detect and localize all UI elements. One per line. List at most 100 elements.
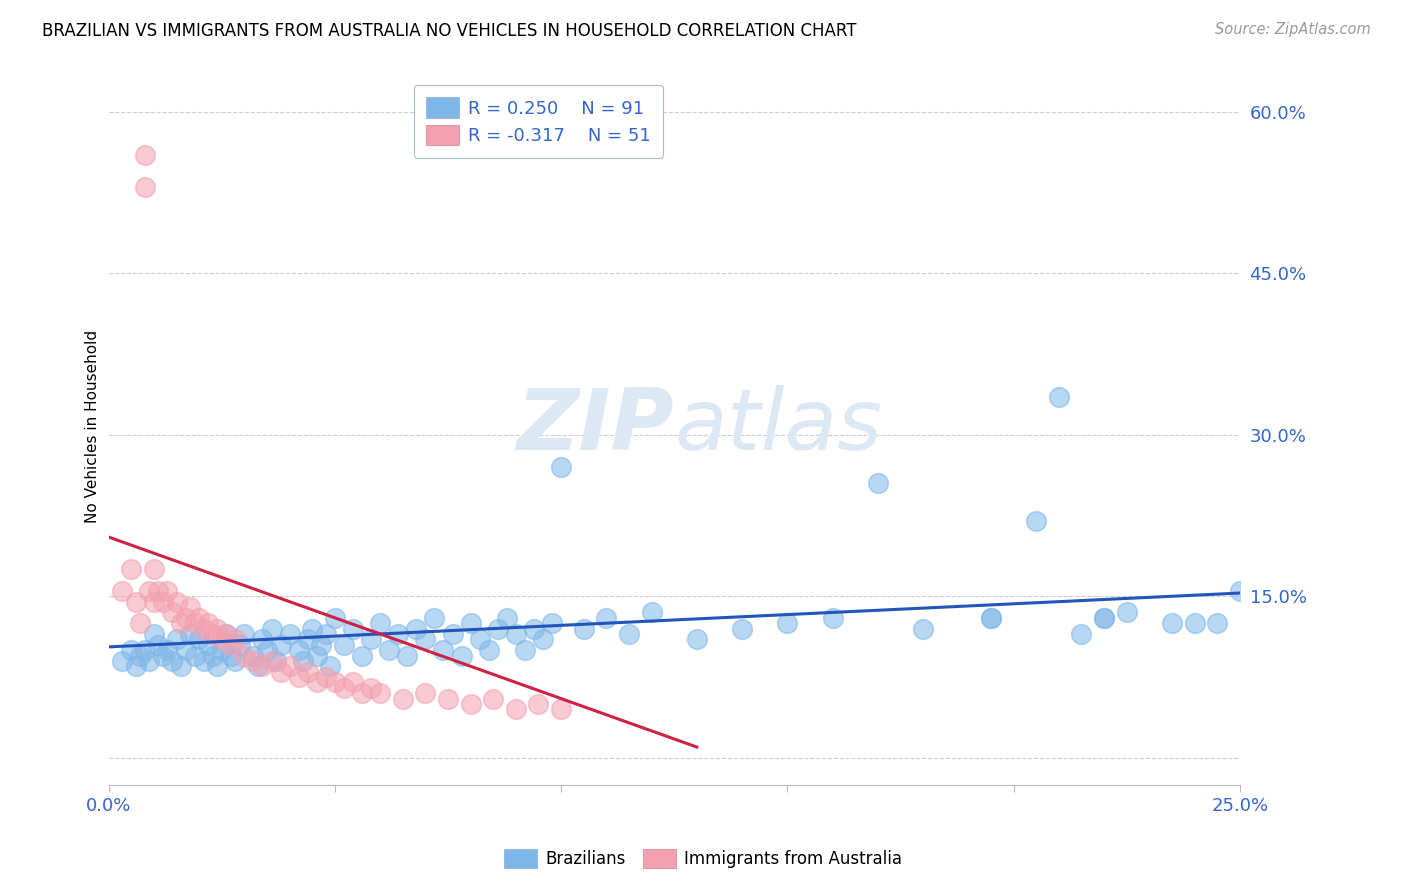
Point [174, 643, 197, 657]
Point [450, 648, 472, 663]
Point [179, 600, 201, 615]
Point [640, 606, 662, 620]
Point [160, 654, 183, 668]
Point [323, 675, 346, 690]
Point [138, 654, 160, 668]
Point [156, 583, 179, 598]
Point [980, 611, 1002, 625]
Point [1070, 627, 1092, 641]
Text: BRAZILIAN VS IMMIGRANTS FROM AUSTRALIA NO VEHICLES IN HOUSEHOLD CORRELATION CHAR: BRAZILIAN VS IMMIGRANTS FROM AUSTRALIA N… [42, 22, 856, 40]
Point [731, 622, 754, 636]
Point [342, 622, 364, 636]
Point [111, 583, 134, 598]
Point [156, 643, 179, 657]
Point [912, 622, 935, 636]
Point [170, 616, 193, 631]
Point [776, 616, 799, 631]
Point [170, 659, 193, 673]
Point [270, 638, 292, 652]
Point [387, 627, 409, 641]
Point [1115, 606, 1137, 620]
Point [1161, 616, 1184, 631]
Point [197, 638, 219, 652]
Point [193, 622, 215, 636]
Point [437, 691, 460, 706]
Point [205, 622, 228, 636]
Point [134, 147, 156, 161]
Point [287, 670, 309, 684]
Point [224, 654, 246, 668]
Point [264, 654, 287, 668]
Point [866, 476, 889, 491]
Point [1184, 616, 1206, 631]
Point [333, 681, 356, 695]
Point [201, 648, 224, 663]
Point [129, 616, 152, 631]
Point [270, 665, 292, 679]
Point [468, 632, 491, 647]
Point [432, 643, 454, 657]
Point [505, 627, 527, 641]
Point [505, 702, 527, 716]
Point [233, 627, 256, 641]
Point [391, 691, 413, 706]
Point [405, 622, 427, 636]
Point [197, 616, 219, 631]
Point [166, 595, 188, 609]
Point [188, 632, 211, 647]
Point [315, 670, 337, 684]
Point [441, 627, 464, 641]
Point [315, 627, 337, 641]
Point [183, 648, 205, 663]
Point [396, 648, 419, 663]
Point [256, 643, 278, 657]
Point [142, 595, 165, 609]
Point [423, 611, 446, 625]
Point [1092, 611, 1115, 625]
Point [142, 562, 165, 576]
Point [415, 632, 437, 647]
Point [541, 616, 564, 631]
Point [211, 632, 233, 647]
Point [219, 638, 242, 652]
Point [292, 654, 315, 668]
Point [205, 659, 228, 673]
Point [486, 622, 509, 636]
Point [120, 643, 142, 657]
Point [148, 638, 170, 652]
Point [138, 583, 160, 598]
Point [460, 697, 482, 711]
Point [174, 611, 197, 625]
Point [148, 583, 170, 598]
Point [617, 627, 640, 641]
Point [333, 638, 356, 652]
Point [120, 562, 142, 576]
Point [252, 659, 274, 673]
Point [252, 632, 274, 647]
Point [550, 702, 572, 716]
Point [242, 654, 264, 668]
Point [415, 686, 437, 700]
Point [233, 648, 256, 663]
Text: atlas: atlas [675, 385, 882, 468]
Point [246, 659, 269, 673]
Point [297, 665, 319, 679]
Y-axis label: No Vehicles in Household: No Vehicles in Household [86, 330, 100, 524]
Point [686, 632, 709, 647]
Point [215, 627, 238, 641]
Point [1025, 514, 1047, 528]
Point [152, 648, 174, 663]
Point [360, 681, 382, 695]
Point [1206, 616, 1229, 631]
Point [495, 611, 517, 625]
Point [595, 611, 617, 625]
Point [1092, 611, 1115, 625]
Point [152, 595, 174, 609]
Point [201, 627, 224, 641]
Text: ZIP: ZIP [516, 385, 675, 468]
Legend: Brazilians, Immigrants from Australia: Brazilians, Immigrants from Australia [498, 842, 908, 875]
Point [125, 595, 148, 609]
Point [111, 654, 134, 668]
Point [183, 616, 205, 631]
Point [523, 622, 546, 636]
